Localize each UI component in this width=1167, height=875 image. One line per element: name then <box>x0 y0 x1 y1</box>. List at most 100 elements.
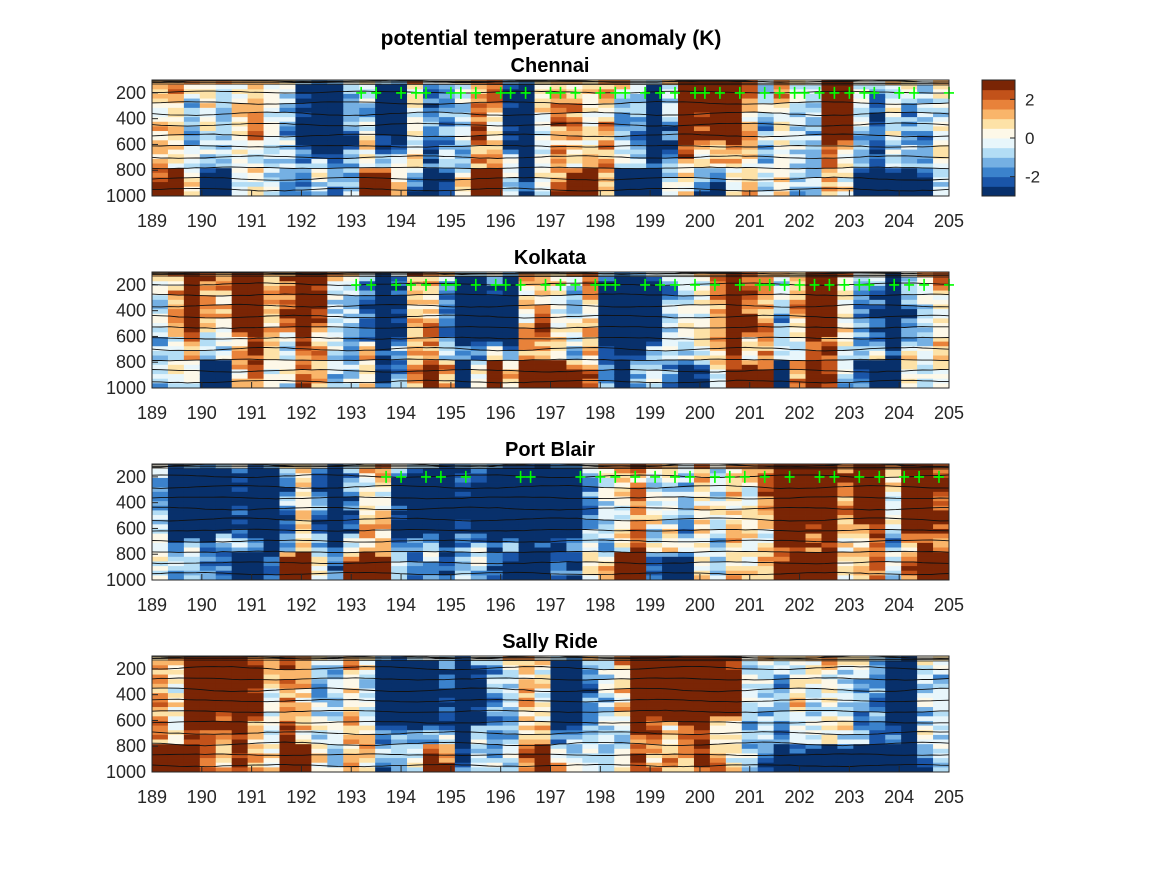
heatmap-cell <box>438 346 456 352</box>
heatmap-cell <box>502 309 520 315</box>
heatmap-cell <box>375 135 392 141</box>
heatmap-cell <box>454 744 472 750</box>
heatmap-cell <box>375 84 392 90</box>
heatmap-cell <box>757 528 775 534</box>
heatmap-cell <box>486 762 504 768</box>
heatmap-cell <box>837 383 854 389</box>
x-tick-label: 192 <box>286 403 316 423</box>
heatmap-cell <box>167 336 185 342</box>
heatmap-cell <box>518 538 535 544</box>
heatmap-cell <box>901 566 918 572</box>
heatmap-cell <box>152 739 169 745</box>
heatmap-cell <box>534 290 551 296</box>
heatmap-cell <box>678 566 695 572</box>
heatmap-cell <box>183 720 201 726</box>
heatmap-cell <box>534 336 551 342</box>
heatmap-cell <box>327 683 344 689</box>
heatmap-cell <box>343 281 360 287</box>
heatmap-cell <box>853 168 870 174</box>
marker-plus <box>595 86 606 99</box>
heatmap-cell <box>183 734 201 740</box>
heatmap-cell <box>550 528 567 534</box>
heatmap-cell <box>454 561 472 567</box>
heatmap-cell <box>853 304 870 310</box>
heatmap-cell <box>662 182 679 188</box>
heatmap-cell <box>614 688 631 694</box>
heatmap-cell <box>773 566 790 572</box>
heatmap-cell <box>215 739 233 745</box>
marker-plus <box>455 86 466 99</box>
heatmap-cell <box>486 98 504 104</box>
heatmap-cell <box>630 374 647 380</box>
heatmap-cell <box>630 168 647 174</box>
heatmap-cell <box>614 80 631 86</box>
heatmap-cell <box>279 762 296 768</box>
heatmap-cell <box>582 290 599 296</box>
heatmap-cell <box>821 477 838 483</box>
heatmap-cell <box>486 702 504 708</box>
heatmap-cell <box>279 674 296 680</box>
heatmap-cell <box>518 295 535 301</box>
heatmap-cell <box>646 693 663 699</box>
heatmap-cell <box>183 496 201 502</box>
heatmap-cell <box>550 290 567 296</box>
heatmap-cell <box>646 720 663 726</box>
heatmap-cell <box>407 720 424 726</box>
heatmap-cell <box>215 93 233 99</box>
heatmap-cell <box>598 336 615 342</box>
heatmap-cell <box>486 135 504 141</box>
heatmap-cell <box>247 468 264 474</box>
heatmap-cell <box>199 309 217 315</box>
heatmap-cell <box>933 177 950 183</box>
heatmap-cell <box>614 186 631 192</box>
heatmap-cell <box>598 383 615 389</box>
heatmap-cell <box>167 767 185 773</box>
heatmap-cell <box>773 547 790 553</box>
heatmap-cell <box>486 688 504 694</box>
heatmap-cell <box>215 660 233 666</box>
heatmap-cell <box>869 126 886 132</box>
heatmap-cell <box>167 281 185 287</box>
heatmap-cell <box>247 93 264 99</box>
x-tick-label: 189 <box>137 403 167 423</box>
heatmap-cell <box>693 744 711 750</box>
heatmap-cell <box>247 98 264 104</box>
heatmap-cell <box>486 191 504 197</box>
heatmap-cell <box>821 84 838 90</box>
heatmap-cell <box>805 482 822 488</box>
heatmap-cell <box>853 487 870 493</box>
heatmap-cell <box>709 144 727 150</box>
heatmap-cell <box>199 121 217 127</box>
heatmap-cell <box>853 575 870 581</box>
heatmap-cell <box>438 501 456 507</box>
heatmap-cell <box>821 140 838 146</box>
heatmap-cell <box>678 665 695 671</box>
heatmap-cell <box>582 561 599 567</box>
heatmap-cell <box>646 163 663 169</box>
heatmap-cell <box>279 135 296 141</box>
heatmap-cell <box>407 369 424 375</box>
heatmap-cell <box>247 702 264 708</box>
heatmap-cell <box>566 360 583 366</box>
heatmap-cell <box>279 117 296 123</box>
heatmap-cell <box>486 570 504 576</box>
heatmap-cell <box>582 313 599 319</box>
heatmap-cell <box>837 80 854 86</box>
heatmap-cell <box>247 482 264 488</box>
heatmap-cell <box>215 515 233 521</box>
heatmap-cell <box>167 309 185 315</box>
heatmap-cell <box>598 80 615 86</box>
heatmap-cell <box>422 528 440 534</box>
heatmap-cell <box>614 313 631 319</box>
heatmap-cell <box>311 524 328 530</box>
heatmap-cell <box>725 272 743 278</box>
heatmap-cell <box>869 528 886 534</box>
heatmap-cell <box>470 524 488 530</box>
heatmap-cell <box>327 697 344 703</box>
heatmap-cell <box>183 665 201 671</box>
heatmap-cell <box>518 121 535 127</box>
x-tick-label: 200 <box>685 211 715 231</box>
heatmap-cell <box>709 482 727 488</box>
marker-plus <box>670 86 680 99</box>
heatmap-cell <box>534 547 551 553</box>
